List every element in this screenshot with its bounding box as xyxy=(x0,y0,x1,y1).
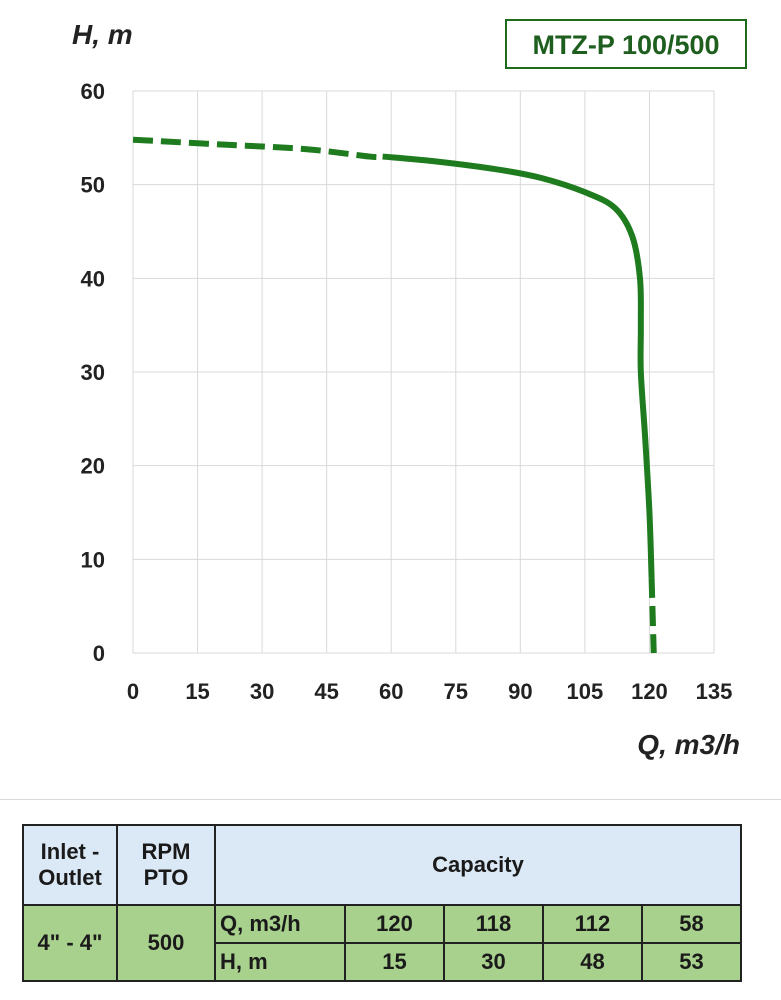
title-box xyxy=(505,19,747,69)
header-outlet-line: Outlet xyxy=(38,865,102,890)
x-tick-label: 45 xyxy=(314,679,338,704)
x-tick-label: 120 xyxy=(631,679,668,704)
q-value: 112 xyxy=(542,904,643,944)
rpm-value: 500 xyxy=(116,904,216,982)
curve-segment-solid xyxy=(382,153,655,579)
y-tick-label: 30 xyxy=(81,360,105,385)
curve-segment-dashed xyxy=(132,136,383,161)
header-rpm-line: RPM xyxy=(141,839,191,864)
header-pto-line: PTO xyxy=(143,865,189,890)
pump-curve-chart: 0 10 20 30 40 50 60 0 15 30 45 60 75 90 105 120 135 H, … xyxy=(72,19,747,760)
q-value: 118 xyxy=(443,904,544,944)
chart-title: MTZ-P 100/500 xyxy=(532,30,719,60)
header-capacity: Capacity xyxy=(214,824,742,906)
y-tick-label: 10 xyxy=(81,547,105,572)
x-tick-label: 15 xyxy=(185,679,209,704)
h-value: 15 xyxy=(344,942,445,982)
q-value: 120 xyxy=(344,904,445,944)
y-tick-label: 50 xyxy=(81,173,105,198)
section-divider xyxy=(0,799,781,800)
x-tick-label: 0 xyxy=(127,679,139,704)
y-tick-label: 20 xyxy=(81,454,105,479)
performance-curve xyxy=(132,136,657,654)
x-tick-label: 135 xyxy=(696,679,733,704)
header-inlet-line: Inlet - xyxy=(40,839,100,864)
x-tick-label: 30 xyxy=(250,679,274,704)
y-tick-label: 0 xyxy=(93,641,105,666)
h-value: 48 xyxy=(542,942,643,982)
q-value: 58 xyxy=(641,904,742,944)
h-value: 30 xyxy=(443,942,544,982)
x-tick-label: 60 xyxy=(379,679,403,704)
y-tick-label: 60 xyxy=(81,79,105,104)
grid xyxy=(132,90,715,654)
q-row-label: Q, m3/h xyxy=(214,904,346,944)
inlet-outlet-value: 4" - 4" xyxy=(22,904,118,982)
x-axis-ticks: 0 15 30 45 60 75 90 105 120 135 xyxy=(127,679,732,704)
capacity-table: Inlet - Outlet RPM PTO Capacity 4" - 4" … xyxy=(22,824,742,982)
x-axis-label: Q, m3/h xyxy=(637,729,740,760)
h-row-label: H, m xyxy=(214,942,346,982)
x-tick-label: 90 xyxy=(508,679,532,704)
y-tick-label: 40 xyxy=(81,266,105,291)
curve-segment-dashed xyxy=(648,577,657,654)
x-tick-label: 75 xyxy=(444,679,468,704)
header-rpm-pto: RPM PTO xyxy=(116,824,216,906)
h-value: 53 xyxy=(641,942,742,982)
x-tick-label: 105 xyxy=(567,679,604,704)
y-axis-ticks: 0 10 20 30 40 50 60 xyxy=(81,79,105,666)
y-axis-label: H, m xyxy=(72,19,133,50)
header-inlet-outlet: Inlet - Outlet xyxy=(22,824,118,906)
